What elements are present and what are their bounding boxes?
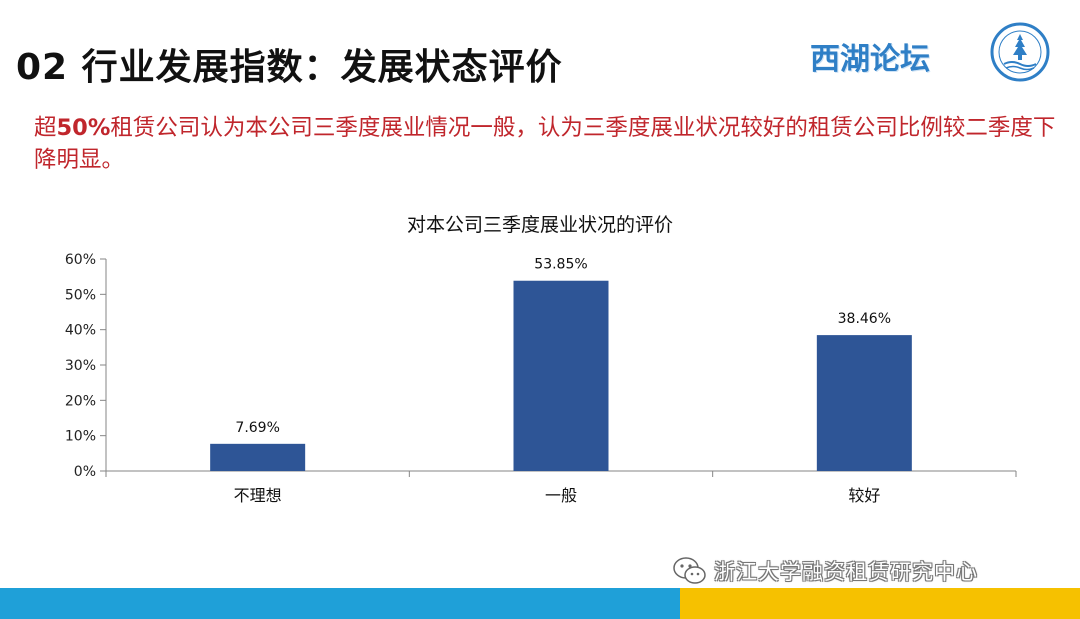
wechat-icon [673,557,706,584]
y-tick-label: 20% [65,393,96,409]
y-tick-label: 30% [65,358,96,374]
y-tick-label: 0% [74,464,96,480]
bar-3 [816,335,912,471]
x-tick-label: 不理想 [234,486,282,505]
data-label: 7.69% [235,420,279,436]
forum-emblem-icon [990,22,1050,82]
x-tick-label: 一般 [545,486,577,505]
slide-title: 02 行业发展指数：发展状态评价 [16,47,563,88]
bar-1 [210,443,306,471]
watermark-text: 浙江大学融资租赁研究中心 [714,560,978,584]
x-tick-label: 较好 [848,486,880,505]
summary-prefix: 超 [34,115,57,141]
y-tick-label: 60% [65,252,96,268]
footer-bar-blue [0,588,680,619]
summary-highlight: 50% [56,115,111,141]
summary-body: 租赁公司认为本公司三季度展业情况一般，认为三季度展业状况较好的租赁公司比例较二季… [34,115,1056,173]
data-label: 53.85% [534,257,587,273]
bar-chart: 对本公司三季度展业状况的评价 0% 10% 20% 30% 40% 50% 60% 7.69% 不… [65,214,1017,505]
brand-logo-text: 西湖论坛 [810,42,930,77]
summary-text: 超50%租赁公司认为本公司三季度展业情况一般，认为三季度展业状况较好的租赁公司比… [34,112,1064,176]
y-tick-label: 50% [65,287,96,303]
chart-title: 对本公司三季度展业状况的评价 [407,214,673,236]
footer-bar-yellow [680,588,1080,619]
bar-2 [513,280,609,471]
y-tick-label: 40% [65,323,96,339]
watermark: 浙江大学融资租赁研究中心 [672,556,978,586]
data-label: 38.46% [838,311,891,327]
y-tick-label: 10% [65,429,96,445]
